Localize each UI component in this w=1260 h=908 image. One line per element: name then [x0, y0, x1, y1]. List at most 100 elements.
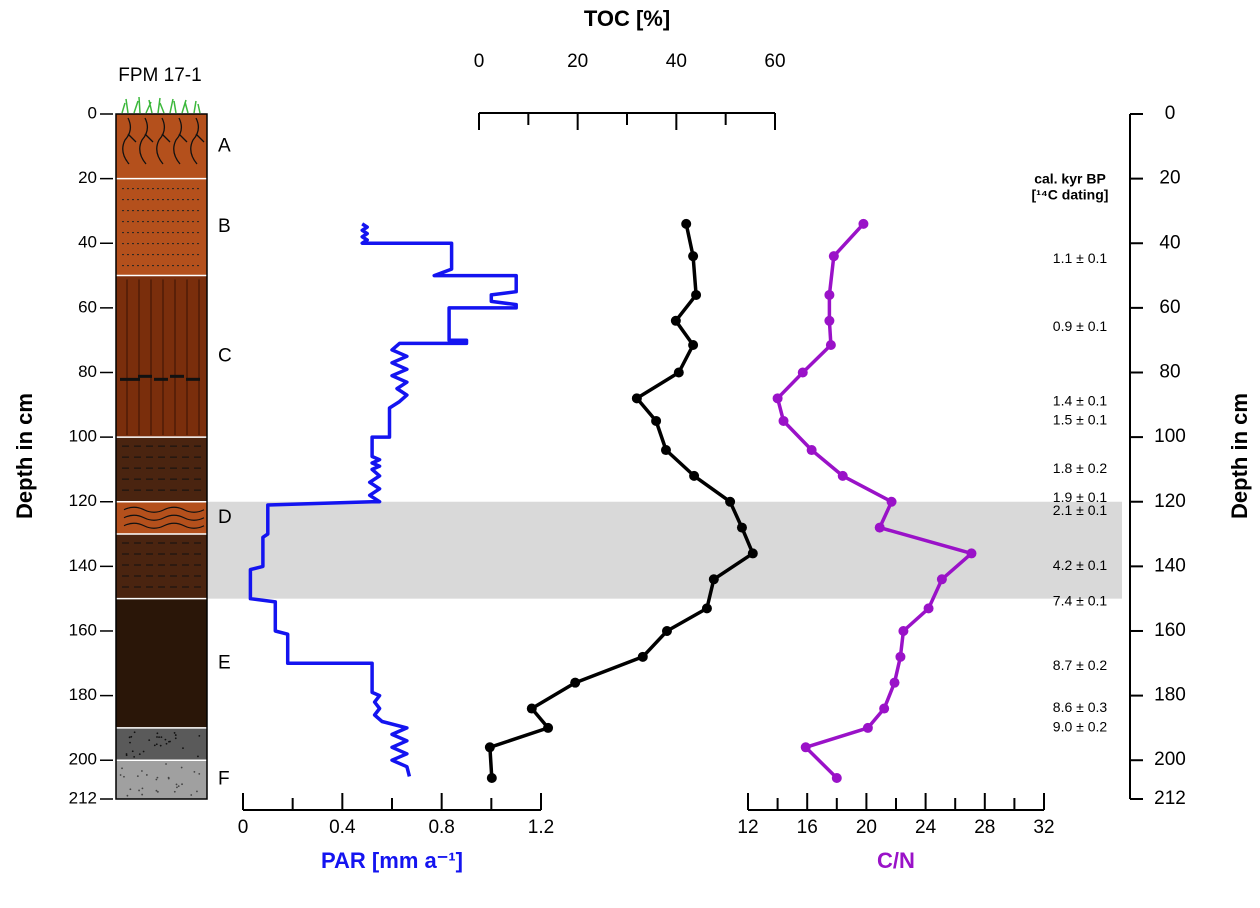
- data-point: [898, 625, 909, 636]
- speckle: [173, 790, 176, 793]
- y-tick-label: 20: [1159, 168, 1180, 189]
- layer-texture: [120, 279, 200, 436]
- speckle: [198, 734, 201, 737]
- speckle: [165, 763, 167, 765]
- data-point: [858, 218, 869, 229]
- x-tick-label: 12: [737, 817, 758, 838]
- core-layer: [116, 534, 207, 599]
- speckle: [141, 793, 144, 796]
- x-tick-label: 24: [915, 817, 937, 838]
- dating-label: 1.9 ± 0.1: [1053, 489, 1108, 505]
- speckle: [148, 739, 151, 742]
- speckle: [138, 789, 140, 792]
- y-tick-label: 200: [69, 750, 97, 769]
- root: [190, 117, 205, 165]
- data-point: [670, 315, 681, 326]
- layer-texture: [122, 117, 205, 165]
- core-layer: [116, 760, 207, 799]
- speckle: [164, 738, 167, 741]
- dating-label: 1.8 ± 0.2: [1053, 460, 1108, 476]
- speckle: [129, 788, 132, 791]
- dating-label: 1.5 ± 0.1: [1053, 412, 1108, 428]
- core-layer: [116, 114, 207, 179]
- speckle: [126, 794, 129, 797]
- speckle: [156, 776, 159, 779]
- y-tick-label: 40: [78, 233, 97, 252]
- y-tick-label: 0: [88, 103, 97, 122]
- y-tick-label: 80: [1159, 362, 1180, 383]
- dating-label: 9.0 ± 0.2: [1053, 719, 1108, 735]
- layer-texture: [119, 763, 201, 797]
- data-point: [651, 415, 662, 426]
- speckle: [125, 754, 128, 757]
- y-tick-label: 20: [78, 168, 97, 187]
- y-tick-label: 200: [1154, 749, 1186, 770]
- y-axis-title: Depth in cm: [1227, 393, 1252, 519]
- speckle: [165, 742, 168, 745]
- y-tick-label: 212: [1154, 788, 1186, 809]
- speckle: [155, 789, 158, 792]
- data-point: [543, 722, 554, 733]
- data-point: [825, 340, 836, 351]
- data-point: [691, 289, 702, 300]
- core-layer: [116, 178, 207, 276]
- core-name: FPM 17-1: [118, 65, 201, 86]
- speckle: [153, 744, 156, 747]
- data-point: [966, 548, 977, 559]
- layer-texture: [122, 445, 201, 491]
- data-point: [661, 625, 672, 636]
- speckle: [156, 790, 159, 793]
- y-tick-label: 60: [1159, 297, 1180, 318]
- layer-texture: [125, 731, 201, 758]
- data-point: [862, 722, 873, 733]
- data-point: [688, 340, 699, 351]
- speckle: [196, 790, 198, 793]
- x-axis-title: TOC [%]: [584, 6, 670, 31]
- x-tick-label: 0.8: [428, 817, 454, 838]
- data-point: [772, 393, 783, 404]
- data-point: [831, 772, 842, 783]
- y-tick-label: 160: [69, 620, 97, 639]
- data-point: [570, 677, 581, 688]
- data-point: [631, 393, 642, 404]
- speckle: [193, 770, 196, 773]
- data-point: [736, 522, 747, 533]
- x-tick-label: 28: [974, 817, 995, 838]
- highlight-band: [207, 501, 1122, 599]
- data-point: [637, 651, 648, 662]
- core-layer: [116, 727, 207, 761]
- x-tick-label: 0: [474, 51, 485, 72]
- y-tick-label: 140: [69, 556, 97, 575]
- data-point: [725, 496, 736, 507]
- speckle: [145, 774, 148, 776]
- data-point: [923, 603, 934, 614]
- x-tick-label: 0.4: [329, 817, 356, 838]
- layer-texture: [123, 506, 205, 529]
- speckle: [136, 775, 139, 778]
- core-layer: [116, 501, 207, 535]
- speckle: [167, 777, 170, 780]
- data-point: [673, 367, 684, 378]
- speckle: [119, 774, 122, 776]
- speckle: [156, 736, 158, 738]
- speckle: [175, 783, 178, 786]
- layer-texture: [122, 188, 201, 267]
- x-tick-label: 16: [797, 817, 818, 838]
- speckle: [128, 736, 131, 739]
- data-point: [889, 677, 900, 688]
- y-tick-label: 100: [69, 427, 97, 446]
- speckle: [138, 753, 141, 756]
- y-tick-label: 160: [1154, 620, 1186, 641]
- data-point: [800, 742, 811, 753]
- y-tick-label: 120: [1154, 491, 1186, 512]
- dating-title: cal. kyr BP: [1034, 171, 1106, 187]
- data-point: [824, 315, 835, 326]
- data-point: [526, 703, 537, 714]
- layer-texture: [122, 542, 201, 588]
- root: [173, 117, 188, 165]
- x-tick-label: 40: [666, 51, 687, 72]
- core-layer: [116, 437, 207, 502]
- data-point: [689, 470, 700, 481]
- x-tick-label: 32: [1033, 817, 1054, 838]
- speckle: [158, 736, 160, 739]
